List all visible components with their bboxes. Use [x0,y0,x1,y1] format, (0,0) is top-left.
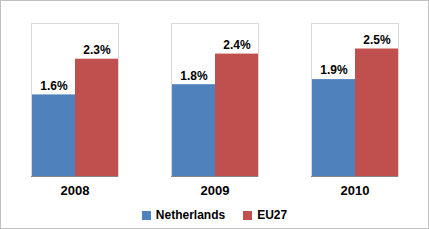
svg-text:2.3%: 2.3% [83,43,111,57]
svg-text:2.4%: 2.4% [223,38,251,52]
svg-text:1.6%: 1.6% [40,79,68,93]
svg-text:2008: 2008 [61,183,90,198]
svg-text:2009: 2009 [201,183,230,198]
svg-text:1.8%: 1.8% [180,69,208,83]
svg-text:2.5%: 2.5% [363,33,391,47]
svg-text:2010: 2010 [341,183,370,198]
html-text:Netherlands: Netherlands [155,208,226,222]
html-text:EU27: EU27 [257,208,288,222]
svg-text:1.9%: 1.9% [320,63,348,77]
